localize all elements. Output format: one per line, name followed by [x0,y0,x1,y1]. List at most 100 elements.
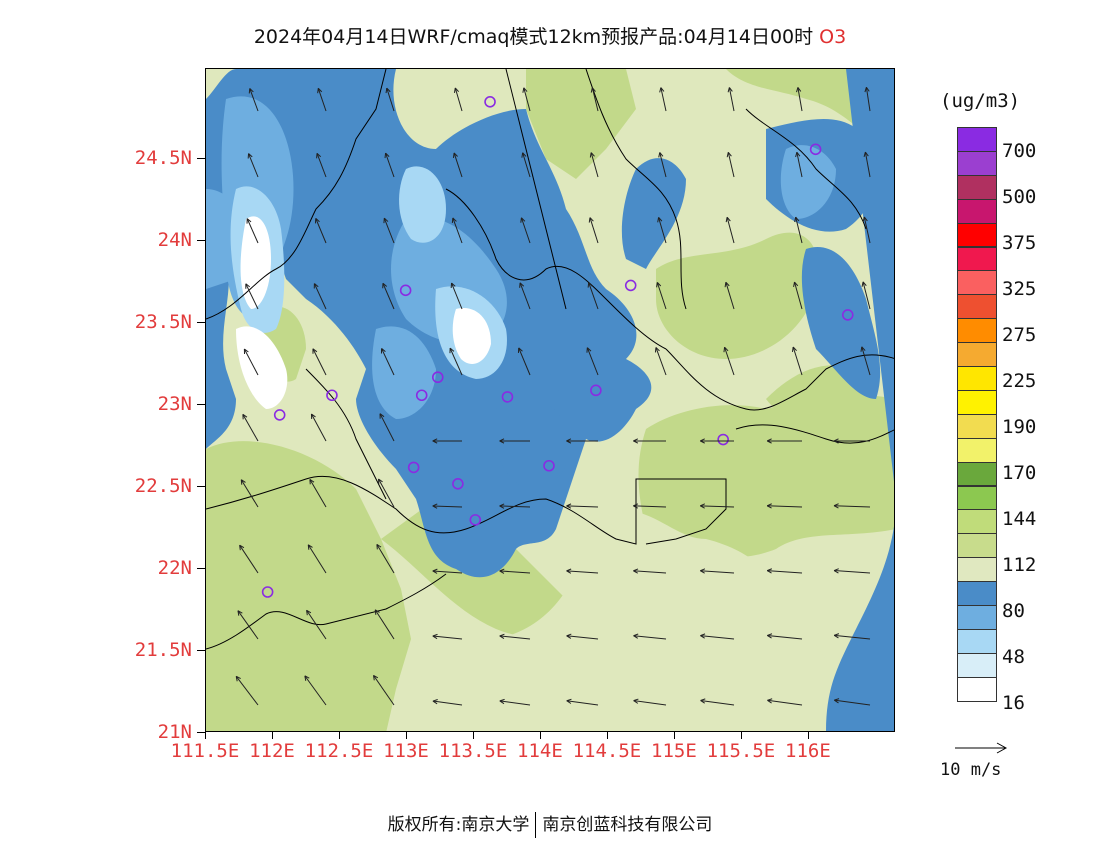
wind-arrow [723,346,735,376]
wind-arrow [247,153,259,178]
wind-arrow [566,503,599,509]
legend-swatch [957,628,997,654]
wind-arrow [373,674,395,706]
legend-swatch [957,389,997,415]
lon-tick [539,732,541,739]
station-marker [624,279,637,292]
legend-swatch [957,222,997,248]
station-marker [431,371,444,384]
wind-arrow [384,152,395,178]
wind-arrow [794,216,803,244]
legend-value-label: 275 [1002,324,1037,346]
wind-arrow [767,698,803,706]
wind-arrow [378,478,395,508]
wind-arrow [317,87,327,112]
legend-swatch [957,557,997,583]
legend-value-label: 190 [1002,416,1037,438]
legend-value-label: 112 [1002,554,1037,576]
wind-arrow [793,281,803,310]
wind-arrow [379,413,395,442]
wind-arrow [589,152,599,178]
wind-arrow [385,87,395,112]
wind-arrow [861,281,871,310]
wind-arrow [240,479,259,508]
legend-swatch [957,150,997,176]
lat-tick [197,650,205,652]
wind-arrow [633,503,667,509]
wind-arrow [566,438,599,444]
station-marker [501,391,514,403]
title-main: 2024年04月14日WRF/cmaq模式12km预报产品:04月14日00时 [253,26,814,48]
lon-label: 114.5E [572,740,642,762]
wind-arrow [306,609,327,640]
legend-value-label: 225 [1002,370,1037,392]
legend-value-label: 325 [1002,278,1037,300]
wind-arrow [864,86,871,112]
wind-arrow [239,544,259,574]
wind-arrow [374,609,395,640]
wind-arrow [499,438,531,444]
wind-arrow [304,675,327,706]
wind-arrow [382,282,395,310]
wind-arrow [314,218,327,244]
wind-arrow [522,87,531,112]
legend-swatch [957,294,997,320]
wind-arrow [235,675,259,706]
wind-arrow [863,151,871,178]
legend-value-label: 500 [1002,186,1037,208]
wind-arrow [432,633,463,640]
wind-arrow [656,282,667,310]
lon-label: 116E [785,740,831,762]
station-marker [841,309,854,321]
lat-label: 24N [157,229,192,252]
lat-label: 23N [157,393,192,416]
wind-arrow [588,217,599,244]
wind-arrow [499,568,531,574]
lon-label: 112E [249,740,295,762]
wind-arrow [700,698,735,706]
wind-arrow [517,347,531,376]
legend-swatch [957,461,997,487]
legend-value-label: 700 [1002,140,1037,162]
lat-tick [197,568,205,570]
lon-label: 114E [517,740,563,762]
station-marker [407,461,420,474]
wind-arrow [245,283,259,310]
station-marker [469,514,482,526]
legend-swatch [957,605,997,630]
wind-arrow [834,698,871,706]
lon-tick [606,732,608,739]
wind-arrow [586,347,599,376]
wind-arrow [700,438,735,444]
wind-arrow [432,568,463,574]
station-marker [261,586,274,598]
lat-label: 24.5N [134,147,192,170]
lon-tick [807,732,809,739]
station-marker [415,389,428,402]
wind-arrow [449,347,463,376]
lon-tick [271,732,273,739]
wind-arrow [246,218,259,244]
legend-value-label: 48 [1002,646,1025,668]
legend-value-label: 144 [1002,508,1037,530]
lat-tick [197,404,205,406]
legend-value-label: 375 [1002,232,1037,254]
lat-tick [197,732,205,733]
wind-arrow [724,281,735,310]
wind-arrow [766,438,803,444]
wind-arrow [700,633,735,640]
wind-arrow [726,152,735,178]
legend-swatch [957,127,997,152]
wind-arrow [450,282,463,310]
copyright-separator [535,812,537,838]
wind-arrow [383,217,395,244]
lon-label: 115E [651,740,697,762]
reference-vector-label: 10 m/s [940,760,1002,780]
wind-arrow [452,152,463,178]
lat-label: 23.5N [134,311,192,334]
lon-label: 112.5E [304,740,374,762]
legend-swatch [957,174,997,200]
wind-arrow [833,633,871,640]
wind-arrow [657,217,667,244]
legend-swatch [957,581,997,606]
